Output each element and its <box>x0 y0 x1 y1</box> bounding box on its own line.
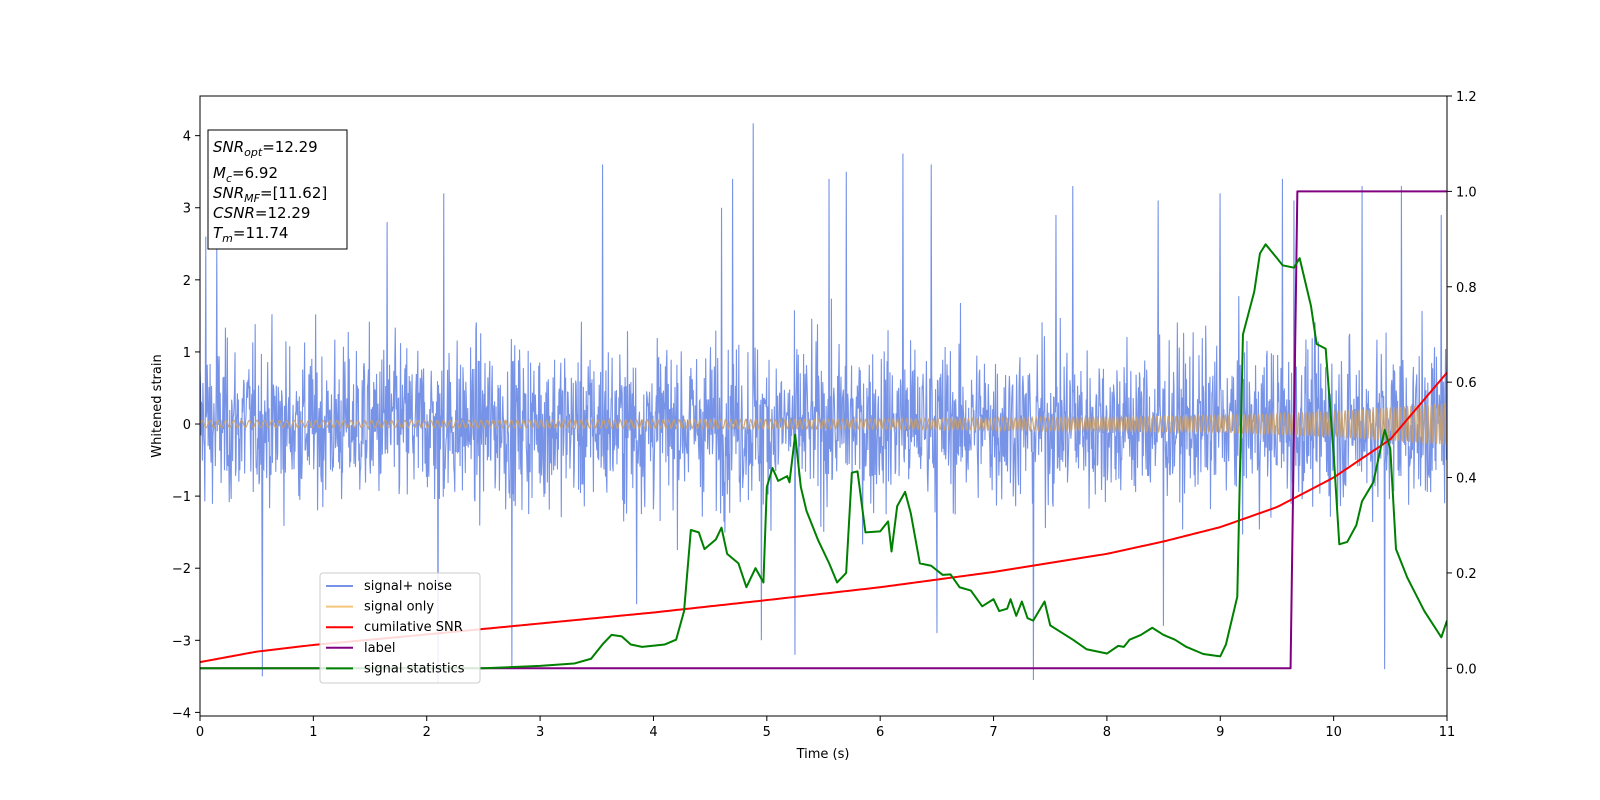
y-tick-label: 3 <box>183 202 191 217</box>
y-tick-label: 0 <box>183 418 191 433</box>
legend-label: signal+ noise <box>364 579 452 594</box>
x-tick-label: 11 <box>1439 725 1456 740</box>
x-tick-label: 1 <box>309 725 317 740</box>
y2-tick-label: 0.6 <box>1456 376 1477 391</box>
y-tick-label: −3 <box>172 634 191 649</box>
legend-frame <box>319 572 481 684</box>
y2-tick-label: 0.2 <box>1456 567 1477 582</box>
y2-tick-label: 0.0 <box>1456 662 1477 677</box>
y-axis-label: Whitened strain <box>150 354 165 457</box>
y-axis-right: 0.0 0.2 0.4 0.6 0.8 1.0 1.2 <box>1447 90 1477 677</box>
info-box: SNRopt=12.29 Mc=6.92 SNRMF=[11.62] CSNR=… <box>207 129 348 250</box>
y-axis-left: −4 −3 −2 −1 0 1 2 3 4 <box>172 130 200 721</box>
legend-label: cumilative SNR <box>364 620 463 635</box>
y2-tick-label: 0.4 <box>1456 472 1477 487</box>
legend-label: signal only <box>364 600 434 615</box>
x-tick-label: 3 <box>536 725 544 740</box>
info-snr-opt: SNRopt=12.29 <box>213 138 318 159</box>
legend: signal+ noise signal only cumilative SNR la… <box>319 572 481 684</box>
x-tick-label: 4 <box>649 725 657 740</box>
y-tick-label: −4 <box>172 706 191 721</box>
x-axis: 0 1 2 3 4 5 6 7 8 9 10 11 <box>196 716 1455 740</box>
plot-frame <box>199 95 1448 717</box>
y-tick-label: −1 <box>172 490 191 505</box>
y2-tick-label: 1.0 <box>1456 185 1477 200</box>
y-tick-label: 1 <box>183 346 191 361</box>
y-tick-label: 4 <box>183 130 191 145</box>
x-tick-label: 7 <box>989 725 997 740</box>
x-axis-label: Time (s) <box>796 747 850 762</box>
info-snr-mf: SNRMF=[11.62] <box>213 184 327 205</box>
y-tick-label: −2 <box>172 562 191 577</box>
y2-tick-label: 0.8 <box>1456 281 1477 296</box>
y2-tick-label: 1.2 <box>1456 90 1477 105</box>
series-signal-noise <box>200 123 1447 684</box>
legend-label: label <box>364 641 395 656</box>
series-signal-only <box>200 402 1447 446</box>
x-tick-label: 8 <box>1103 725 1111 740</box>
legend-label: signal statistics <box>364 661 465 676</box>
x-tick-label: 0 <box>196 725 204 740</box>
y-tick-label: 2 <box>183 274 191 289</box>
x-tick-label: 6 <box>876 725 884 740</box>
x-tick-label: 9 <box>1216 725 1224 740</box>
x-tick-label: 10 <box>1325 725 1342 740</box>
x-tick-label: 5 <box>763 725 771 740</box>
series-label <box>200 190 1447 670</box>
info-mc: Mc=6.92 <box>213 164 278 185</box>
info-box-frame <box>207 129 348 250</box>
info-csnr: CSNR=12.29 <box>213 204 310 222</box>
info-tm: Tm=11.74 <box>213 224 288 245</box>
series-signal-statistics <box>200 243 1447 670</box>
x-tick-label: 2 <box>423 725 431 740</box>
